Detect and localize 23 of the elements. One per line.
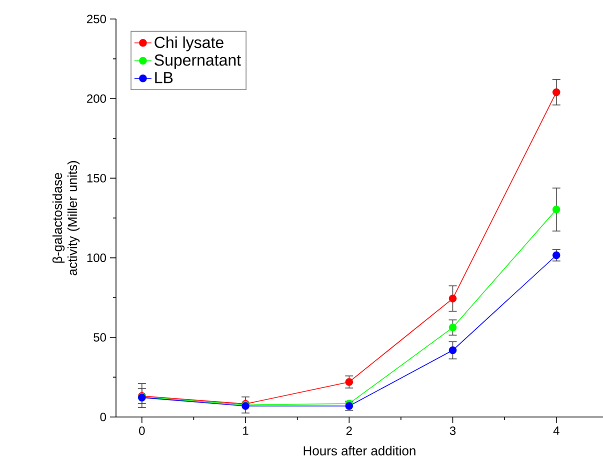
y-tick-label: 250	[87, 14, 106, 24]
point	[552, 251, 560, 260]
x-tick-label: 0	[139, 426, 145, 436]
legend-label: Chi lysate	[154, 36, 224, 52]
legend-label: Supernatant	[154, 54, 241, 69]
x-tick-label: 4	[553, 426, 560, 435]
x-tick-label: 2	[346, 426, 352, 435]
y-tick-label: 50	[94, 333, 106, 342]
legend-label: LB	[155, 72, 173, 84]
y-tick-label: 150	[87, 174, 106, 182]
y-axis-title: β-galactosidase activity (Miller units)	[52, 161, 80, 276]
point	[345, 378, 354, 386]
point	[552, 88, 560, 96]
y-tick-label: 0	[100, 412, 106, 422]
x-tick-label: 3	[450, 426, 456, 436]
x-tick-label: 1	[243, 426, 248, 435]
y-tick-label: 200	[87, 94, 106, 103]
point	[448, 346, 457, 354]
point	[448, 294, 457, 302]
y-tick-label: 100	[87, 254, 106, 262]
point	[552, 206, 560, 214]
x-axis-title: Hours after addition	[304, 446, 416, 456]
point	[448, 324, 457, 332]
